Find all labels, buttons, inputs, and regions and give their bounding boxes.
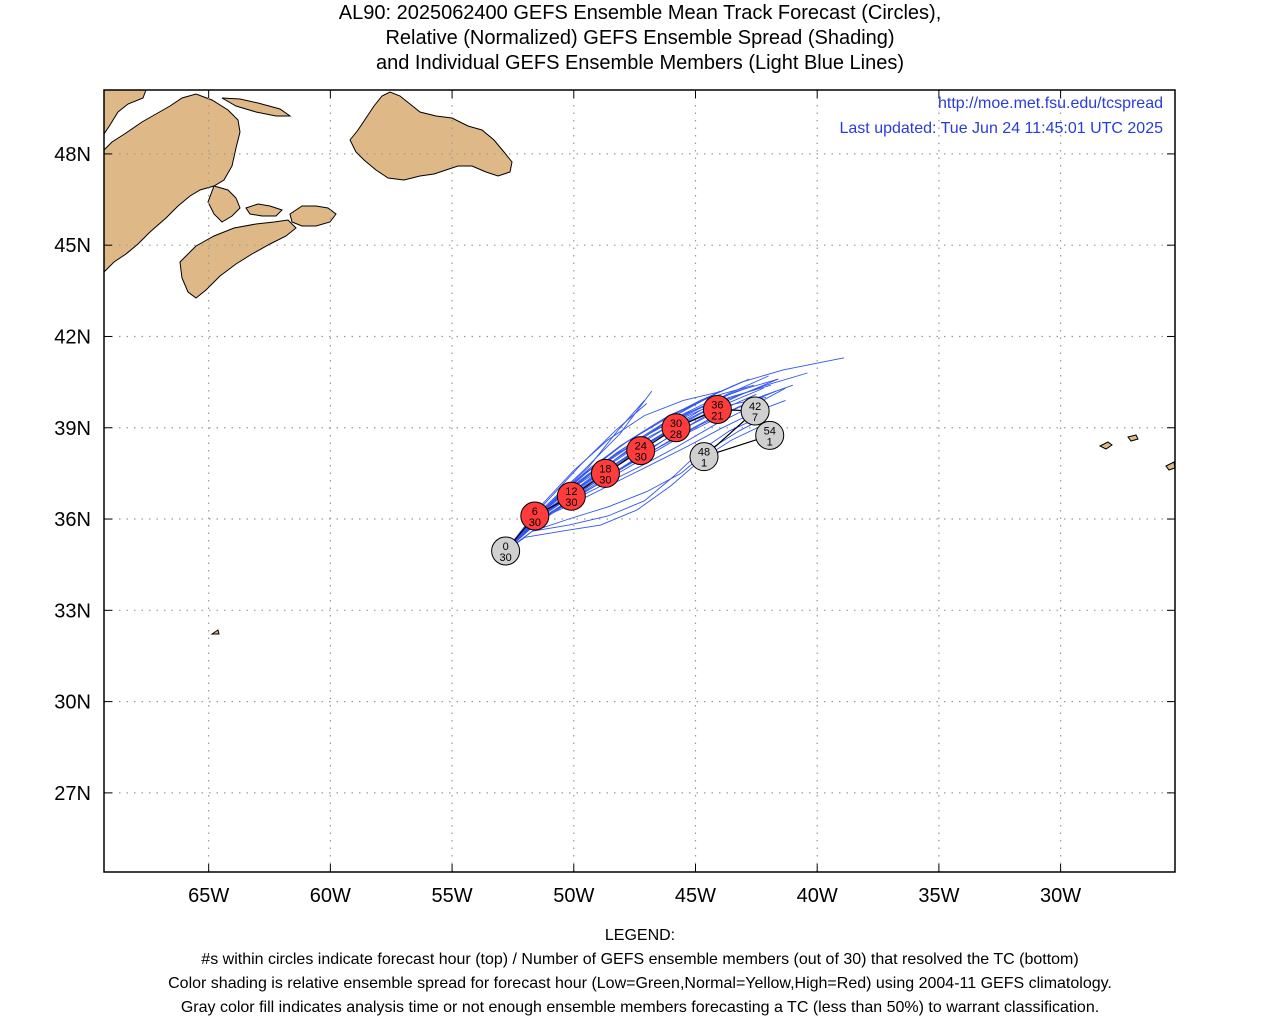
track-circle bbox=[556, 481, 586, 511]
member-count: 1 bbox=[767, 436, 773, 448]
land-pei bbox=[245, 203, 283, 217]
title-line-3: and Individual GEFS Ensemble Members (Li… bbox=[375, 52, 905, 74]
mean-track-line bbox=[505, 408, 770, 552]
land-quebec-labrador bbox=[104, 90, 147, 135]
map-title: AL90: 2025062400 GEFS Ensemble Mean Trac… bbox=[0, 1, 1280, 76]
ensemble-member-track bbox=[505, 415, 769, 552]
y-tick-label: 48N bbox=[54, 144, 91, 166]
land-islet-2 bbox=[1127, 434, 1139, 442]
land-islet-1 bbox=[1098, 441, 1113, 450]
x-tick-label: 60W bbox=[310, 885, 351, 907]
land-islet-3 bbox=[1165, 461, 1175, 471]
track-circle bbox=[520, 501, 550, 531]
forecast-hour: 30 bbox=[670, 418, 682, 430]
title-line-1: AL90: 2025062400 GEFS Ensemble Mean Trac… bbox=[338, 2, 942, 24]
land-newfoundland bbox=[349, 91, 513, 181]
forecast-hour: 48 bbox=[698, 447, 710, 459]
legend-line-2: Color shading is relative ensemble sprea… bbox=[168, 975, 1112, 992]
ensemble-member-track bbox=[505, 357, 845, 552]
y-tick-label: 30N bbox=[54, 692, 91, 714]
track-point: 541 bbox=[755, 420, 785, 450]
land-cape-breton bbox=[289, 205, 337, 227]
track-circle bbox=[661, 413, 691, 443]
y-tick-label: 45N bbox=[54, 235, 91, 257]
track-circle bbox=[626, 436, 656, 466]
member-count: 30 bbox=[599, 474, 611, 486]
land-mainland bbox=[104, 93, 241, 273]
track-circle bbox=[590, 458, 620, 488]
member-count: 1 bbox=[701, 458, 707, 470]
plot-frame bbox=[103, 89, 1176, 873]
track-point: 030 bbox=[491, 536, 521, 566]
member-count: 21 bbox=[711, 410, 723, 422]
last-updated: Last updated: Tue Jun 24 11:45:01 UTC 20… bbox=[840, 120, 1164, 137]
x-tick-label: 40W bbox=[797, 885, 838, 907]
axis-ticks: 65W 60W 55W 50W 45W 40W 35W 30W 48N 45N 42N 39N 36N 3… bbox=[54, 90, 1175, 907]
member-count: 30 bbox=[635, 452, 647, 464]
member-count: 30 bbox=[500, 552, 512, 564]
ensemble-member-track bbox=[505, 424, 764, 552]
y-tick-label: 39N bbox=[54, 418, 91, 440]
x-tick-label: 55W bbox=[432, 885, 473, 907]
member-count: 30 bbox=[565, 497, 577, 509]
legend: LEGEND: #s within circles indicate forec… bbox=[0, 924, 1280, 1020]
ensemble-member-track bbox=[505, 396, 767, 552]
member-count: 28 bbox=[670, 429, 682, 441]
track-circle bbox=[755, 420, 785, 450]
land-nova-scotia bbox=[179, 219, 297, 299]
land-new-brunswick bbox=[207, 185, 241, 223]
landmasses bbox=[104, 90, 1175, 635]
forecast-hour: 6 bbox=[532, 506, 538, 518]
y-tick-label: 36N bbox=[54, 509, 91, 531]
legend-line-1: #s within circles indicate forecast hour… bbox=[201, 951, 1079, 968]
track-circle bbox=[740, 396, 770, 426]
track-point: 481 bbox=[689, 442, 719, 472]
x-tick-label: 30W bbox=[1040, 885, 1081, 907]
x-tick-label: 50W bbox=[553, 885, 594, 907]
track-circle bbox=[702, 394, 732, 424]
member-count: 30 bbox=[529, 517, 541, 529]
x-tick-label: 65W bbox=[188, 885, 229, 907]
legend-heading: LEGEND: bbox=[604, 927, 676, 944]
forecast-hour: 54 bbox=[764, 425, 776, 437]
land-anticosti bbox=[221, 97, 292, 117]
track-point: 427 bbox=[740, 396, 770, 426]
forecast-hour: 12 bbox=[565, 486, 577, 498]
forecast-hour: 18 bbox=[599, 463, 611, 475]
forecast-hour: 42 bbox=[749, 401, 761, 413]
ensemble-member-track bbox=[505, 418, 757, 552]
legend-line-3: Gray color fill indicates analysis time … bbox=[180, 999, 1100, 1016]
member-count: 7 bbox=[752, 412, 758, 424]
y-tick-label: 42N bbox=[54, 326, 91, 348]
land-islet-4 bbox=[210, 629, 220, 635]
track-point: 630 bbox=[520, 501, 550, 531]
x-tick-label: 35W bbox=[918, 885, 959, 907]
y-tick-label: 33N bbox=[54, 600, 91, 622]
forecast-hour: 36 bbox=[711, 399, 723, 411]
ensemble-member-lines bbox=[505, 357, 845, 552]
title-line-2: Relative (Normalized) GEFS Ensemble Spre… bbox=[385, 27, 895, 49]
y-tick-label: 27N bbox=[54, 783, 91, 805]
x-tick-label: 45W bbox=[675, 885, 716, 907]
ensemble-member-track bbox=[505, 402, 750, 552]
forecast-hour: 24 bbox=[635, 441, 647, 453]
track-circle bbox=[491, 536, 521, 566]
source-url: http://moe.met.fsu.edu/tcspread bbox=[938, 95, 1163, 112]
track-circle bbox=[689, 442, 719, 472]
forecast-hour: 0 bbox=[503, 541, 509, 553]
